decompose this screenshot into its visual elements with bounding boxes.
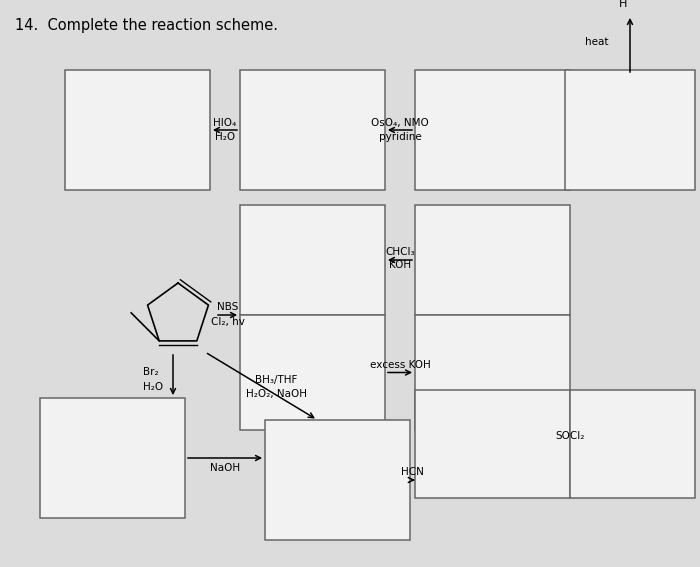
Bar (265, 420, 410, 540)
Bar (240, 70, 385, 190)
Text: heat: heat (584, 37, 608, 47)
Text: NBS: NBS (217, 302, 238, 312)
Text: HCN: HCN (401, 467, 424, 477)
Text: Cl₂, hv: Cl₂, hv (211, 317, 244, 327)
Bar (65, 70, 210, 190)
Text: KOH: KOH (389, 260, 411, 270)
Text: excess KOH: excess KOH (370, 359, 430, 370)
Bar (415, 70, 570, 190)
Text: HIO₄: HIO₄ (214, 118, 237, 128)
Bar (240, 205, 385, 315)
Bar (565, 70, 695, 190)
Bar (415, 205, 570, 315)
Text: 14.  Complete the reaction scheme.: 14. Complete the reaction scheme. (15, 18, 278, 33)
Text: H₂O: H₂O (143, 382, 163, 392)
Text: pyridine: pyridine (379, 132, 421, 142)
Text: SOCl₂: SOCl₂ (555, 431, 584, 441)
Bar (570, 390, 695, 498)
Bar (240, 315, 385, 430)
Bar (415, 315, 570, 430)
Bar (415, 390, 570, 498)
Text: BH₃/THF: BH₃/THF (255, 375, 298, 385)
Text: H₂O: H₂O (215, 132, 235, 142)
Text: H: H (619, 0, 627, 9)
Text: Br₂: Br₂ (143, 367, 159, 377)
Text: CHCl₃: CHCl₃ (385, 247, 415, 257)
Text: NaOH: NaOH (210, 463, 240, 473)
Text: H₂O₂, NaOH: H₂O₂, NaOH (246, 389, 307, 399)
Text: OsO₄, NMO: OsO₄, NMO (371, 118, 429, 128)
Bar (40, 398, 185, 518)
